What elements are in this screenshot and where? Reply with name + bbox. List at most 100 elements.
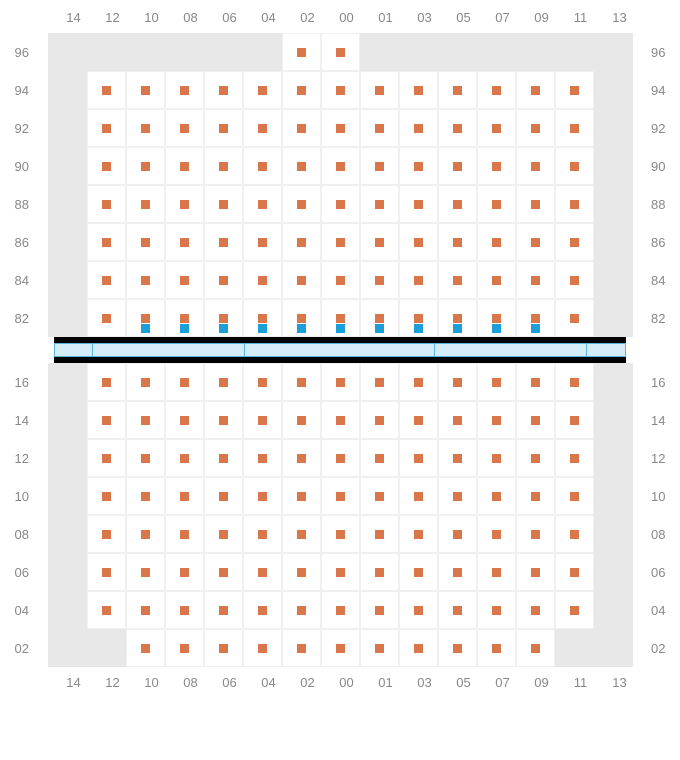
- seat-cell[interactable]: [516, 553, 555, 591]
- seat-cell[interactable]: [243, 515, 282, 553]
- seat-cell[interactable]: [555, 109, 594, 147]
- seat-cell[interactable]: [243, 401, 282, 439]
- seat-cell[interactable]: [204, 439, 243, 477]
- seat-cell[interactable]: [282, 261, 321, 299]
- seat-cell[interactable]: [438, 71, 477, 109]
- seat-cell[interactable]: [282, 299, 321, 337]
- seat-cell[interactable]: [204, 629, 243, 667]
- seat-cell[interactable]: [204, 109, 243, 147]
- seat-cell[interactable]: [282, 109, 321, 147]
- seat-cell[interactable]: [282, 477, 321, 515]
- seat-cell[interactable]: [321, 401, 360, 439]
- seat-cell[interactable]: [555, 401, 594, 439]
- seat-cell[interactable]: [438, 439, 477, 477]
- seat-cell[interactable]: [438, 363, 477, 401]
- seat-cell[interactable]: [321, 591, 360, 629]
- seat-cell[interactable]: [516, 401, 555, 439]
- seat-cell[interactable]: [360, 71, 399, 109]
- seat-cell[interactable]: [516, 439, 555, 477]
- seat-cell[interactable]: [399, 185, 438, 223]
- seat-cell[interactable]: [477, 185, 516, 223]
- seat-cell[interactable]: [516, 477, 555, 515]
- seat-cell[interactable]: [399, 71, 438, 109]
- seat-cell[interactable]: [360, 553, 399, 591]
- seat-cell[interactable]: [555, 223, 594, 261]
- seat-cell[interactable]: [165, 261, 204, 299]
- seat-cell[interactable]: [438, 629, 477, 667]
- seat-cell[interactable]: [87, 515, 126, 553]
- seat-cell[interactable]: [126, 515, 165, 553]
- seat-cell[interactable]: [477, 223, 516, 261]
- seat-cell[interactable]: [321, 223, 360, 261]
- seat-cell[interactable]: [243, 71, 282, 109]
- seat-cell[interactable]: [282, 553, 321, 591]
- seat-cell[interactable]: [555, 591, 594, 629]
- seat-cell[interactable]: [87, 439, 126, 477]
- seat-cell[interactable]: [243, 591, 282, 629]
- seat-cell[interactable]: [87, 363, 126, 401]
- seat-cell[interactable]: [360, 629, 399, 667]
- seat-cell[interactable]: [360, 223, 399, 261]
- seat-cell[interactable]: [243, 109, 282, 147]
- seat-cell[interactable]: [438, 553, 477, 591]
- seat-cell[interactable]: [321, 553, 360, 591]
- seat-cell[interactable]: [477, 439, 516, 477]
- seat-cell[interactable]: [282, 439, 321, 477]
- seat-cell[interactable]: [516, 515, 555, 553]
- seat-cell[interactable]: [87, 261, 126, 299]
- seat-cell[interactable]: [126, 223, 165, 261]
- seat-cell[interactable]: [399, 223, 438, 261]
- seat-cell[interactable]: [165, 629, 204, 667]
- seat-cell[interactable]: [126, 591, 165, 629]
- seat-cell[interactable]: [399, 591, 438, 629]
- seat-cell[interactable]: [360, 401, 399, 439]
- seat-cell[interactable]: [438, 109, 477, 147]
- seat-cell[interactable]: [438, 299, 477, 337]
- seat-cell[interactable]: [165, 185, 204, 223]
- seat-cell[interactable]: [360, 591, 399, 629]
- seat-cell[interactable]: [516, 223, 555, 261]
- seat-cell[interactable]: [516, 299, 555, 337]
- seat-cell[interactable]: [126, 553, 165, 591]
- seat-cell[interactable]: [321, 185, 360, 223]
- seat-cell[interactable]: [555, 261, 594, 299]
- seat-cell[interactable]: [360, 109, 399, 147]
- seat-cell[interactable]: [204, 401, 243, 439]
- seat-cell[interactable]: [243, 629, 282, 667]
- seat-cell[interactable]: [204, 223, 243, 261]
- seat-cell[interactable]: [282, 185, 321, 223]
- seat-cell[interactable]: [243, 363, 282, 401]
- seat-cell[interactable]: [477, 147, 516, 185]
- seat-cell[interactable]: [321, 363, 360, 401]
- seat-cell[interactable]: [165, 401, 204, 439]
- seat-cell[interactable]: [87, 71, 126, 109]
- seat-cell[interactable]: [165, 515, 204, 553]
- seat-cell[interactable]: [516, 109, 555, 147]
- seat-cell[interactable]: [555, 477, 594, 515]
- seat-cell[interactable]: [165, 439, 204, 477]
- seat-cell[interactable]: [555, 71, 594, 109]
- seat-cell[interactable]: [360, 515, 399, 553]
- seat-cell[interactable]: [438, 515, 477, 553]
- seat-cell[interactable]: [87, 591, 126, 629]
- seat-cell[interactable]: [399, 363, 438, 401]
- seat-cell[interactable]: [360, 363, 399, 401]
- seat-cell[interactable]: [555, 363, 594, 401]
- seat-cell[interactable]: [126, 299, 165, 337]
- seat-cell[interactable]: [399, 629, 438, 667]
- seat-cell[interactable]: [282, 515, 321, 553]
- seat-cell[interactable]: [204, 591, 243, 629]
- seat-cell[interactable]: [438, 185, 477, 223]
- seat-cell[interactable]: [126, 109, 165, 147]
- seat-cell[interactable]: [438, 591, 477, 629]
- seat-cell[interactable]: [126, 363, 165, 401]
- seat-cell[interactable]: [399, 147, 438, 185]
- seat-cell[interactable]: [126, 71, 165, 109]
- seat-cell[interactable]: [399, 515, 438, 553]
- seat-cell[interactable]: [243, 299, 282, 337]
- seat-cell[interactable]: [516, 71, 555, 109]
- seat-cell[interactable]: [126, 147, 165, 185]
- seat-cell[interactable]: [204, 147, 243, 185]
- seat-cell[interactable]: [321, 261, 360, 299]
- seat-cell[interactable]: [243, 439, 282, 477]
